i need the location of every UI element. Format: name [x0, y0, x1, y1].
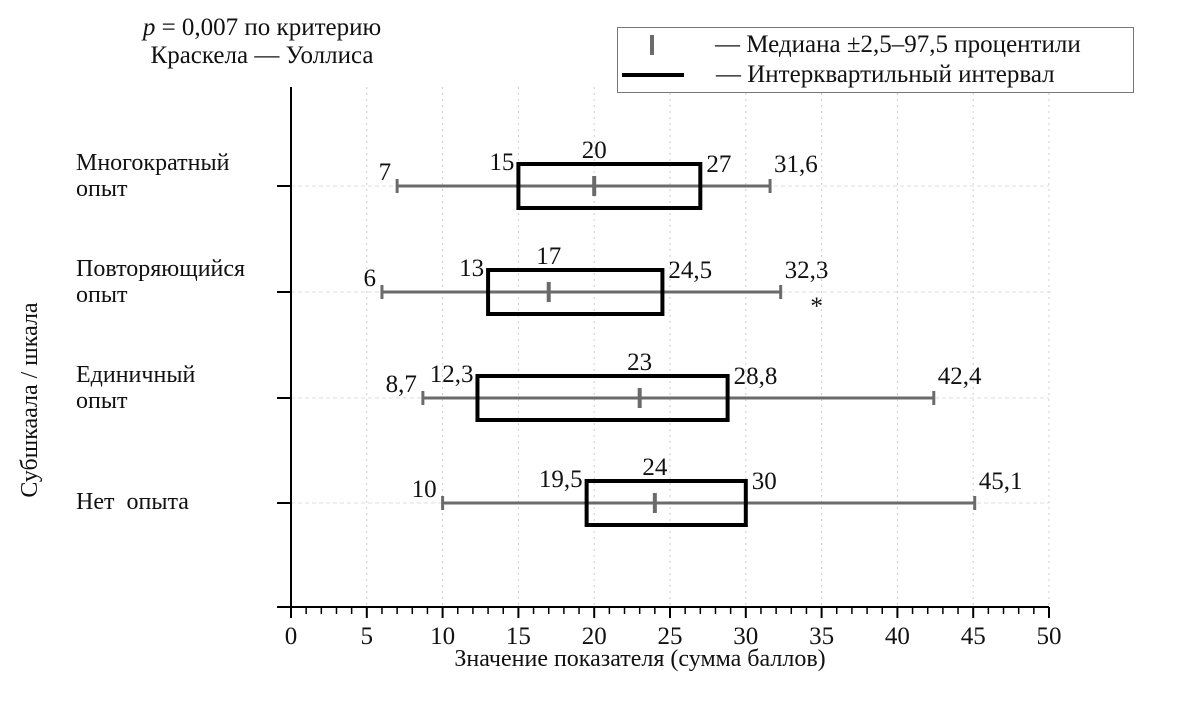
- p-symbol: p: [142, 14, 156, 41]
- x-tick-label: 40: [885, 623, 910, 650]
- label-q1: 13: [459, 255, 484, 282]
- x-tick-label: 50: [1037, 623, 1062, 650]
- x-tick-label: 15: [506, 623, 531, 650]
- iqr-box: [584, 479, 748, 527]
- label-median: 24: [642, 454, 668, 481]
- y-category-label-line: опыт: [76, 282, 128, 308]
- x-tick-label: 45: [961, 623, 986, 650]
- label-p2-5: 10: [412, 476, 437, 503]
- label-p97-5: 42,4: [938, 363, 982, 390]
- significance-asterisk: *: [810, 293, 823, 320]
- label-q3: 24,5: [668, 257, 712, 284]
- x-tick-label: 20: [582, 623, 607, 650]
- x-axis-title: Значение показателя (сумма баллов): [454, 646, 826, 672]
- legend-median-label: — Медиана ±2,5–97,5 процентили: [715, 31, 1081, 58]
- x-tick-label: 35: [809, 623, 834, 650]
- y-category-label: Единичный опыт: [76, 362, 195, 414]
- x-tick-label: 0: [285, 623, 298, 650]
- label-q3: 30: [752, 468, 777, 495]
- iqr-box: [486, 268, 665, 316]
- x-tick-label: 25: [658, 623, 683, 650]
- test-name-text: Краскела — Уоллиса: [150, 42, 374, 69]
- label-q3: 27: [706, 151, 731, 178]
- label-p97-5: 32,3: [785, 257, 829, 284]
- y-category-label: Нет опыта: [76, 489, 189, 515]
- y-category-label-line: Нет опыта: [76, 489, 189, 515]
- y-category-label: Многократный опыт: [76, 150, 229, 202]
- label-median: 20: [582, 137, 607, 164]
- x-tick-label: 10: [430, 623, 455, 650]
- label-q1: 15: [489, 149, 514, 176]
- x-tick-label: 5: [361, 623, 374, 650]
- y-category-label-line: Повторяющийся: [76, 256, 246, 282]
- y-category-label-line: Единичный: [76, 362, 196, 388]
- x-tick-label: 30: [733, 623, 758, 650]
- label-q1: 19,5: [539, 466, 583, 493]
- legend-iqr-label: — Интерквартильный интервал: [716, 61, 1055, 88]
- y-axis-title: Субшкаала / шкала: [17, 302, 43, 498]
- label-p2-5: 6: [363, 265, 376, 292]
- label-p2-5: 7: [379, 159, 392, 186]
- label-p97-5: 31,6: [774, 151, 818, 178]
- label-p97-5: 45,1: [979, 468, 1023, 495]
- iqr-line-icon: [622, 73, 684, 77]
- kruskal-wallis-annotation: p = 0,007 по критерию Краскела — Уоллиса: [112, 14, 412, 70]
- iqr-box: [516, 162, 703, 210]
- label-q3: 28,8: [734, 363, 778, 390]
- label-median: 17: [536, 243, 561, 270]
- p-value-text: = 0,007 по критерию: [155, 14, 382, 41]
- y-category-label-line: опыт: [76, 388, 128, 414]
- iqr-box: [475, 374, 730, 422]
- y-category-label-line: Многократный: [76, 150, 230, 176]
- label-p2-5: 8,7: [386, 371, 417, 398]
- y-category-label-line: опыт: [76, 176, 128, 202]
- label-median: 23: [627, 349, 652, 376]
- y-category-label: Повторяющийся опыт: [76, 256, 245, 308]
- median-marker-icon: [650, 35, 654, 55]
- legend: — Медиана ±2,5–97,5 процентили — Интеркв…: [617, 27, 1134, 93]
- label-q1: 12,3: [430, 361, 474, 388]
